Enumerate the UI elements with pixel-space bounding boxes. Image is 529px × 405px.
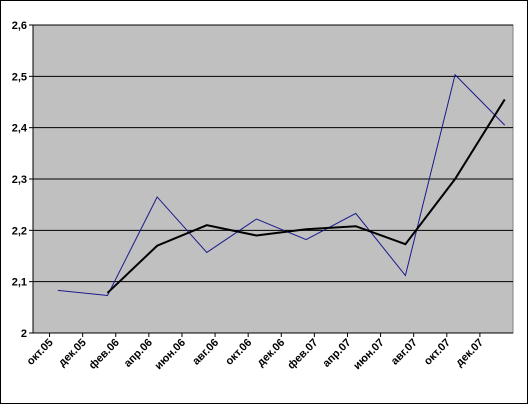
y-tick-label: 2,2 (12, 225, 27, 237)
y-tick-label: 2,5 (12, 71, 27, 83)
series-line (106, 98, 506, 294)
y-tick-label: 2 (21, 328, 27, 340)
y-tick-label: 2,4 (12, 123, 28, 135)
y-tick-label: 2,6 (12, 20, 27, 32)
y-tick-label: 2,1 (12, 277, 27, 289)
series-line (57, 73, 506, 297)
y-tick-label: 2,3 (12, 174, 27, 186)
